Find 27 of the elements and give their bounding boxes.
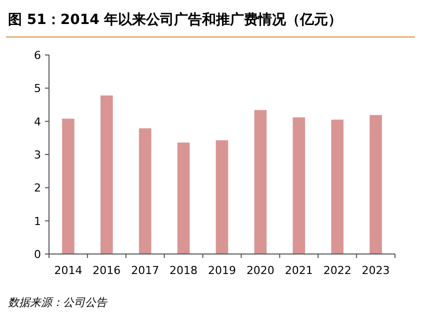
source-note: 数据来源：公司公告 — [8, 296, 108, 309]
bar — [216, 140, 228, 254]
x-tick-label: 2022 — [323, 264, 352, 277]
bar — [138, 128, 152, 254]
bar — [62, 118, 74, 254]
y-tick-label: 4 — [34, 115, 41, 128]
y-tick-label: 6 — [34, 49, 41, 62]
chart-title: 图 51：2014 年以来公司广告和推广费情况（亿元） — [8, 11, 342, 28]
x-tick-label: 2019 — [208, 264, 236, 277]
y-tick-label: 1 — [34, 214, 41, 228]
x-tick-label: 2020 — [246, 264, 274, 277]
x-tick-label: 2023 — [362, 264, 390, 277]
x-tick-label: 2017 — [131, 264, 160, 277]
bar — [370, 115, 382, 254]
x-tick-label: 2016 — [92, 264, 121, 277]
y-tick-label: 3 — [34, 148, 41, 162]
x-tick-label: 2018 — [170, 264, 198, 277]
bar — [292, 117, 306, 254]
x-tick-label: 2021 — [284, 264, 313, 277]
bar — [100, 95, 113, 254]
bar — [254, 110, 267, 254]
y-tick-label: 2 — [34, 182, 41, 195]
bar — [177, 142, 190, 254]
y-tick-label: 5 — [34, 82, 41, 96]
y-tick-label: 0 — [34, 248, 41, 261]
bar — [331, 120, 344, 254]
x-tick-label: 2014 — [54, 264, 82, 277]
